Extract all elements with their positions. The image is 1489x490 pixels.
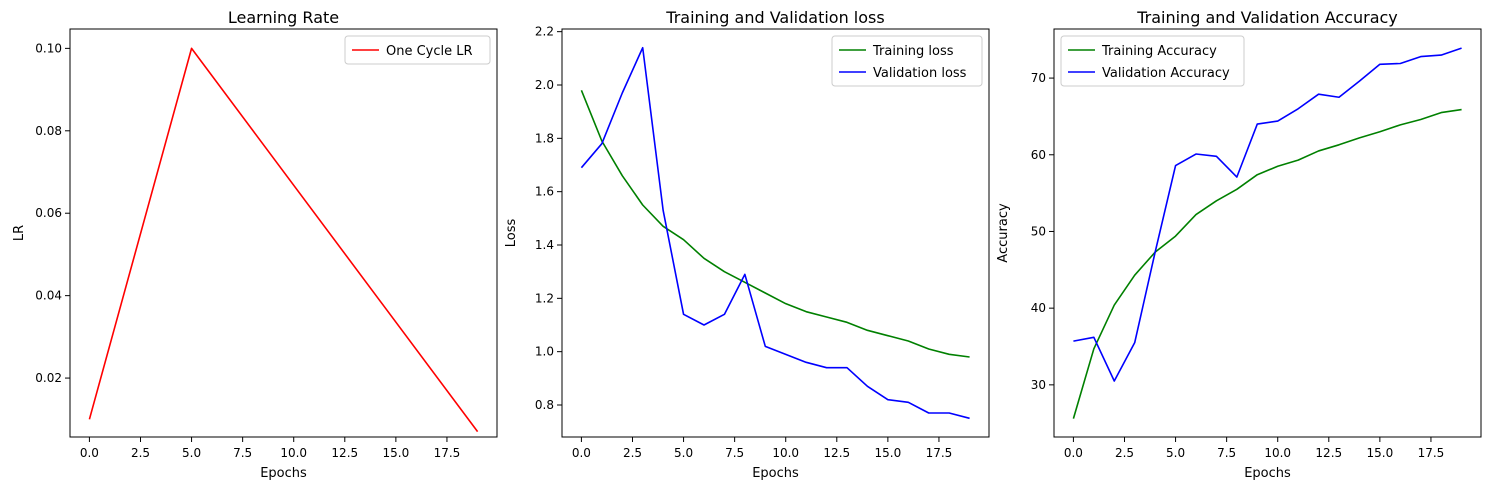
legend: Training loss Validation loss [831,35,983,87]
y-axis-label: Loss [504,219,519,248]
y-tick-label: 70 [1031,71,1046,85]
x-tick-label: 5.0 [1166,446,1185,460]
x-tick-label: 17.5 [926,446,953,460]
x-axis-label: Epochs [752,466,799,481]
y-tick-label: 60 [1031,148,1046,162]
axes-frame [69,28,498,438]
x-tick-label: 5.0 [182,446,201,460]
x-tick-label: 17.5 [1418,446,1445,460]
legend: One Cycle LR [344,35,491,65]
series-line-1 [88,47,479,433]
axes-frame [561,28,990,438]
x-tick-label: 2.5 [131,446,150,460]
y-tick-label: 0.06 [35,206,62,220]
y-tick-label: 1.8 [535,131,554,145]
x-tick-label: 2.5 [1115,446,1134,460]
legend-label-2: Validation Accuracy [1102,66,1230,81]
y-tick-label: 0.8 [535,398,554,412]
series-line-1 [1072,108,1462,419]
x-tick-label: 7.5 [233,446,252,460]
x-tick-label: 10.0 [280,446,307,460]
y-tick-label: 1.4 [535,238,554,252]
x-tick-label: 5.0 [674,446,693,460]
x-tick-label: 12.5 [823,446,850,460]
y-tick-label: 0.04 [35,289,62,303]
axes-frame [1053,28,1482,438]
x-tick-label: 15.0 [875,446,902,460]
x-tick-label: 17.5 [434,446,461,460]
x-tick-label: 7.5 [1217,446,1236,460]
y-tick-label: 2.0 [535,78,554,92]
chart-title: Training and Validation loss [665,8,884,27]
x-tick-label: 7.5 [725,446,744,460]
x-tick-label: 0.0 [572,446,591,460]
y-tick-label: 30 [1031,378,1046,392]
chart-title: Learning Rate [228,8,339,27]
chart-panel-3: 0.0 2.5 5.0 7.5 10.0 12.5 15.0 17.5 30 40 50 60 70 Tr… [996,8,1482,481]
legend-box [831,35,983,87]
y-axis-label: Accuracy [996,203,1011,263]
legend-label-1: Training Accuracy [1101,44,1217,59]
y-tick-label: 0.02 [35,371,62,385]
series-line-1 [580,90,970,358]
x-tick-label: 15.0 [1367,446,1394,460]
chart-title: Training and Validation Accuracy [1136,8,1398,27]
y-tick-label: 0.10 [35,41,62,55]
y-tick-label: 1.2 [535,291,554,305]
chart-panel-1: 0.0 2.5 5.0 7.5 10.0 12.5 15.0 17.5 0.02 0.04 0.06… [12,8,498,481]
x-tick-label: 10.0 [772,446,799,460]
y-tick-label: 50 [1031,224,1046,238]
y-tick-label: 2.2 [535,25,554,39]
chart-panel-2: 0.0 2.5 5.0 7.5 10.0 12.5 15.0 17.5 0.8 1.0 1.2 1.4… [504,8,990,481]
x-tick-label: 0.0 [80,446,99,460]
x-tick-label: 12.5 [331,446,358,460]
y-tick-label: 0.08 [35,124,62,138]
x-axis-label: Epochs [1244,466,1291,481]
x-tick-label: 15.0 [383,446,410,460]
y-tick-label: 40 [1031,301,1046,315]
x-tick-label: 2.5 [623,446,642,460]
legend-label-1: Training loss [872,44,954,59]
series-line-2 [1073,47,1462,382]
legend: Training Accuracy Validation Accuracy [1060,35,1245,87]
x-tick-label: 12.5 [1315,446,1342,460]
y-tick-label: 1.0 [535,345,554,359]
legend-box [1060,35,1245,87]
legend-label-1: One Cycle LR [386,44,473,59]
x-tick-label: 0.0 [1064,446,1083,460]
legend-box [344,35,491,65]
x-tick-label: 10.0 [1264,446,1291,460]
x-axis-label: Epochs [260,466,307,481]
y-tick-label: 1.6 [535,185,554,199]
series-line-2 [580,46,970,420]
y-axis-label: LR [12,225,27,241]
legend-label-2: Validation loss [873,66,967,81]
